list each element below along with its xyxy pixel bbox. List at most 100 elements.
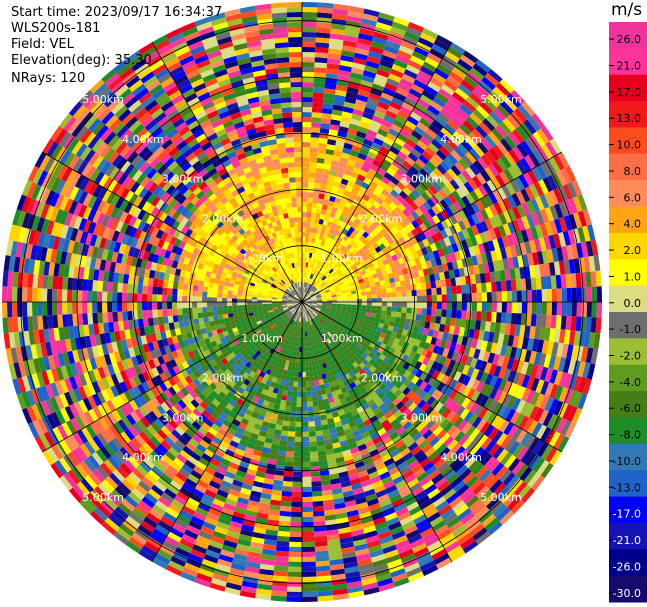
ray-gate [302,141,311,148]
ray-gate [381,310,387,316]
ray-gate [304,287,306,293]
ray-gate [314,62,328,69]
ray-gate [396,307,402,313]
ray-gate [287,581,302,587]
ray-gate [535,276,542,290]
ray-gate [304,351,308,357]
ray-gate [286,395,293,402]
ray-gate [435,316,442,324]
ray-gate [302,481,312,487]
ray-gate [302,551,316,558]
ray-gate [545,275,552,290]
ray-gate [310,217,316,223]
ray-gate [342,106,354,114]
ray-gate [491,281,497,293]
ray-gate [302,1,318,8]
ray-gate [296,351,300,357]
ray-gate [302,257,305,263]
ray-gate [335,84,348,92]
ray-gate [395,311,402,318]
ray-gate [303,277,305,283]
ray-gate [302,496,313,502]
ray-gate [319,214,326,220]
ray-gate [315,213,321,219]
ray-gate [302,292,305,298]
ray-gate [341,50,355,58]
ray-gate [505,312,512,324]
ray-gate [440,316,447,325]
ray-gate [404,279,411,286]
ray-gate [329,38,344,46]
ray-gate [302,401,308,408]
ray-gate [302,6,318,13]
ray-gate [515,279,522,291]
ray-gate [312,248,317,254]
ray-gate [313,405,320,412]
ray-gate [306,217,311,223]
ray-gate [406,290,412,297]
ray-gate [346,15,363,24]
ray-gate [386,310,392,317]
ray-gate [302,146,311,153]
ray-gate [302,227,306,233]
ray-gate [310,127,321,133]
ray-gate [586,302,592,318]
ray-gate [476,302,483,312]
ray-gate [314,52,329,59]
ray-gate [294,371,299,377]
ray-gate [560,274,567,289]
ray-gate [347,10,364,19]
ray-gate [536,289,543,302]
ray-gate [381,306,387,311]
ray-gate [495,312,502,323]
ray-gate [386,287,392,294]
ray-gate [322,199,330,206]
ray-gate [309,441,318,447]
ray-gate [310,466,320,472]
ray-gate [305,227,310,233]
ray-gate [282,420,290,427]
ray-gate [516,290,522,302]
ray-gate [343,101,356,109]
ray-gate [309,446,318,452]
ray-gate [308,426,316,432]
ray-gate [316,394,323,401]
ray-gate [400,312,407,319]
ray-gate [302,287,304,293]
ray-gate [310,381,316,387]
ray-gate [296,406,302,412]
ray-gate [356,295,362,300]
ray-gate [304,257,307,263]
ray-gate [280,500,292,507]
ray-gate [325,73,338,80]
ray-gate [311,390,317,397]
ray-gate [307,396,313,402]
ray-gate [486,311,492,322]
ray-gate [302,391,307,398]
ray-gate [311,237,316,244]
ray-gate [526,290,533,302]
ray-gate [302,162,310,168]
ray-gate [305,272,309,278]
ray-gate [461,293,468,302]
ray-gate [302,192,308,198]
ray-gate [293,456,302,463]
ray-gate [476,311,482,321]
ray-gate [274,560,289,567]
ray-gate [500,312,507,324]
ray-gate [302,406,308,412]
ray-gate [431,287,437,296]
ray-gate [332,104,344,112]
ray-gate [281,495,292,502]
ray-gate [386,297,393,302]
ray-gate [302,66,315,73]
ray-gate [280,399,287,406]
ray-gate [461,302,468,311]
ray-gate [302,361,306,367]
ray-gate [281,491,293,497]
ray-gate [495,281,502,292]
ray-gate [293,466,302,473]
ray-gate [536,302,543,315]
ray-gate [391,302,398,307]
ray-gate [302,117,312,123]
